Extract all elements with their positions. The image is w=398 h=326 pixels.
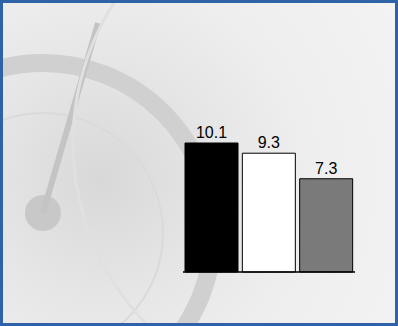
svg-text:10.1: 10.1	[196, 124, 227, 141]
svg-text:9.3: 9.3	[258, 134, 280, 151]
svg-text:7.3: 7.3	[315, 160, 337, 177]
